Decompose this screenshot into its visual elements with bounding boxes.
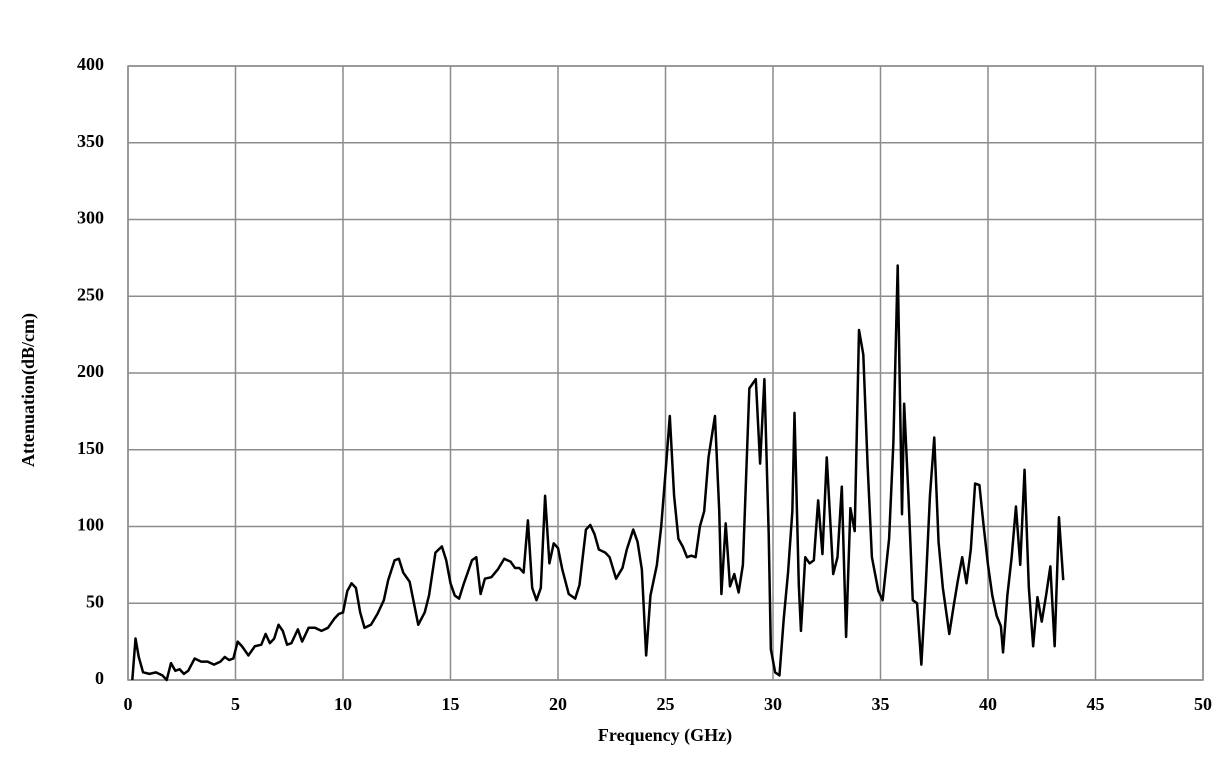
x-tick-label: 5 bbox=[231, 694, 240, 714]
x-tick-label: 20 bbox=[549, 694, 567, 714]
x-tick-label: 25 bbox=[657, 694, 675, 714]
y-tick-label: 150 bbox=[77, 438, 104, 458]
x-tick-label: 30 bbox=[764, 694, 782, 714]
y-tick-label: 250 bbox=[77, 284, 104, 304]
y-tick-label: 100 bbox=[77, 515, 104, 535]
x-tick-label: 50 bbox=[1194, 694, 1212, 714]
y-tick-label: 200 bbox=[77, 361, 104, 381]
x-tick-label: 0 bbox=[124, 694, 133, 714]
y-tick-label: 0 bbox=[95, 668, 104, 688]
y-tick-label: 400 bbox=[77, 54, 104, 74]
y-tick-label: 50 bbox=[86, 591, 104, 611]
y-tick-label: 300 bbox=[77, 208, 104, 228]
y-tick-label: 350 bbox=[77, 131, 104, 151]
x-tick-label: 45 bbox=[1087, 694, 1105, 714]
data-line bbox=[131, 264, 1065, 682]
x-axis-title: Frequency (GHz) bbox=[598, 725, 732, 746]
x-tick-label: 15 bbox=[442, 694, 460, 714]
x-tick-label: 35 bbox=[872, 694, 890, 714]
y-axis-title: Attenuation(dB/cm) bbox=[18, 313, 39, 467]
x-tick-label: 10 bbox=[334, 694, 352, 714]
x-tick-label: 40 bbox=[979, 694, 997, 714]
plot-border bbox=[127, 65, 1204, 681]
